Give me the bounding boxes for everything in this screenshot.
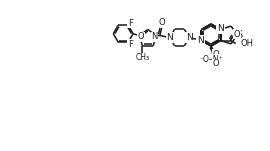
Text: O: O	[233, 30, 240, 39]
Text: S: S	[236, 30, 242, 40]
Text: OH: OH	[241, 39, 254, 48]
Text: ⁻O–N⁺: ⁻O–N⁺	[199, 55, 223, 64]
Text: O: O	[213, 59, 219, 69]
Text: N: N	[217, 24, 224, 33]
Text: F: F	[128, 40, 133, 49]
Text: O: O	[213, 50, 219, 59]
Text: O: O	[158, 18, 165, 27]
Text: N: N	[186, 33, 193, 42]
Text: N: N	[197, 36, 204, 45]
Text: F: F	[128, 19, 133, 28]
Text: O: O	[138, 32, 144, 41]
Text: N: N	[151, 32, 158, 41]
Text: N: N	[166, 33, 173, 42]
Text: CH₃: CH₃	[136, 53, 150, 62]
